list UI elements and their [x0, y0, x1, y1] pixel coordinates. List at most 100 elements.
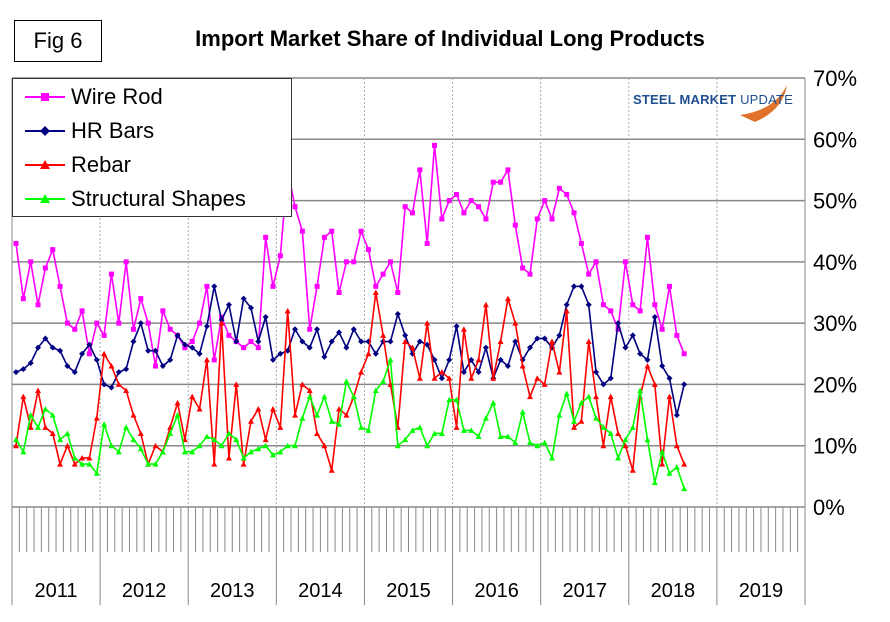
- data-point: [585, 393, 592, 400]
- data-point: [108, 442, 115, 449]
- data-point: [336, 421, 343, 427]
- data-point: [607, 430, 614, 436]
- data-point: [637, 350, 644, 357]
- data-point: [299, 381, 306, 387]
- data-point: [527, 271, 533, 277]
- data-point: [241, 345, 247, 351]
- data-point: [174, 332, 181, 339]
- year-label: 2011: [35, 580, 78, 602]
- data-point: [262, 436, 269, 443]
- data-point: [269, 405, 276, 412]
- data-point: [115, 369, 122, 376]
- year-label: 2018: [651, 580, 696, 602]
- data-point: [402, 338, 409, 345]
- data-point: [328, 418, 335, 424]
- data-point: [607, 393, 614, 400]
- data-point: [681, 461, 688, 467]
- legend-item-hr-bars: HR Bars: [13, 115, 154, 147]
- data-point: [240, 295, 247, 302]
- data-point: [564, 191, 570, 197]
- y-tick-label: 30%: [813, 311, 857, 336]
- data-point: [526, 439, 533, 446]
- data-point: [138, 296, 144, 302]
- data-point: [586, 271, 592, 277]
- data-point: [365, 427, 372, 433]
- steel-market-update-logo: STEEL MARKET UPDATE: [625, 80, 795, 125]
- data-point: [174, 412, 181, 418]
- data-point: [35, 344, 42, 351]
- data-point: [160, 308, 166, 314]
- data-point: [490, 375, 497, 381]
- data-point: [145, 320, 151, 326]
- data-point: [284, 442, 291, 449]
- data-point: [644, 436, 651, 443]
- data-point: [203, 356, 210, 363]
- data-point: [358, 424, 365, 430]
- data-point: [153, 363, 159, 369]
- year-label: 2012: [122, 580, 167, 602]
- data-point: [49, 344, 56, 351]
- data-point: [519, 363, 526, 369]
- data-point: [299, 228, 305, 234]
- data-point: [593, 415, 600, 421]
- data-point: [167, 430, 174, 436]
- data-point: [578, 399, 585, 406]
- data-point: [226, 332, 232, 338]
- triangle-marker-icon: [25, 194, 65, 203]
- data-point: [622, 259, 628, 265]
- data-point: [644, 356, 651, 363]
- data-point: [556, 412, 563, 418]
- data-point: [152, 442, 159, 449]
- data-point: [556, 185, 562, 191]
- data-point: [79, 350, 86, 357]
- data-point: [556, 332, 563, 339]
- data-point: [615, 454, 622, 461]
- data-point: [578, 283, 585, 290]
- data-point: [306, 387, 313, 394]
- data-point: [497, 356, 504, 363]
- data-point: [284, 307, 291, 314]
- data-point: [593, 393, 600, 400]
- data-point: [468, 356, 475, 363]
- data-point: [394, 442, 401, 449]
- year-label: 2017: [562, 580, 607, 602]
- data-point: [549, 338, 556, 345]
- data-point: [571, 210, 577, 216]
- data-point: [541, 335, 548, 342]
- data-point: [211, 357, 217, 363]
- data-point: [145, 461, 152, 467]
- data-point: [314, 430, 321, 436]
- data-point: [182, 345, 188, 351]
- data-point: [365, 247, 371, 253]
- legend-label: Structural Shapes: [71, 186, 246, 211]
- data-point: [438, 375, 445, 382]
- data-point: [402, 204, 408, 210]
- data-point: [123, 424, 130, 430]
- data-point: [307, 326, 313, 332]
- data-point: [79, 461, 86, 467]
- data-point: [64, 430, 71, 436]
- data-point: [504, 433, 511, 440]
- data-point: [358, 369, 365, 375]
- data-point: [549, 454, 556, 461]
- data-point: [218, 442, 225, 449]
- data-point: [328, 467, 335, 473]
- data-point: [534, 442, 541, 449]
- data-point: [247, 448, 254, 455]
- data-point: [211, 283, 218, 290]
- data-point: [446, 375, 453, 381]
- data-point: [255, 405, 262, 412]
- data-point: [284, 347, 291, 354]
- y-tick-label: 10%: [813, 434, 857, 459]
- data-point: [321, 442, 328, 449]
- data-point: [152, 461, 159, 467]
- data-point: [71, 454, 78, 461]
- data-point: [321, 234, 327, 240]
- data-point: [504, 363, 511, 370]
- data-point: [542, 198, 548, 204]
- data-point: [306, 393, 313, 400]
- data-point: [674, 332, 680, 338]
- data-point: [35, 302, 41, 308]
